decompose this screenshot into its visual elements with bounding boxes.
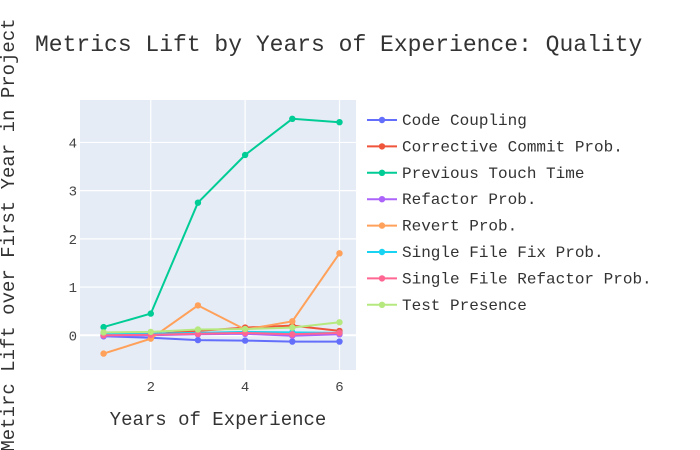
legend-swatch-marker-4	[378, 222, 386, 229]
data-point-0-5	[336, 338, 343, 345]
data-point-7-5	[336, 319, 343, 326]
y-tick-label-3: 3	[69, 185, 77, 201]
x-tick-label-1: 4	[241, 380, 249, 396]
data-point-4-2	[194, 302, 202, 309]
legend-label-7: Test Presence	[402, 297, 527, 315]
x-tick-label-0: 2	[147, 380, 155, 396]
data-point-4-0	[100, 350, 107, 357]
y-tick-label-0: 0	[69, 329, 77, 345]
legend-item-1[interactable]: Corrective Commit Prob.	[367, 138, 623, 156]
legend-label-0: Code Coupling	[402, 112, 527, 130]
data-point-2-4	[289, 115, 296, 123]
data-point-2-2	[194, 199, 202, 206]
legend-item-2[interactable]: Previous Touch Time	[367, 165, 584, 183]
legend-item-4[interactable]: Revert Prob.	[367, 218, 517, 236]
data-point-0-3	[241, 337, 249, 344]
legend-swatch-marker-0	[378, 116, 386, 124]
data-point-2-1	[147, 310, 154, 317]
data-point-2-0	[100, 323, 107, 331]
legend-swatch-marker-1	[378, 143, 386, 150]
data-point-7-0	[100, 329, 107, 336]
data-point-0-2	[194, 336, 202, 344]
legend-item-0[interactable]: Code Coupling	[367, 112, 527, 130]
series-line-4	[103, 252, 341, 355]
series-group	[100, 115, 343, 357]
x-axis-ticks: 2 4 6	[147, 380, 344, 396]
series-line-6	[103, 331, 340, 337]
legend-swatch-marker-5	[378, 248, 386, 256]
y-tick-label-1: 1	[69, 281, 77, 297]
legend-swatch-marker-7	[378, 301, 386, 308]
series-line-7	[103, 321, 340, 334]
x-tick-label-2: 6	[335, 380, 343, 396]
series-line-2	[103, 117, 340, 329]
data-point-4-4	[289, 318, 296, 325]
legend-item-7[interactable]: Test Presence	[367, 297, 527, 315]
data-point-2-3	[241, 151, 249, 159]
legend-label-4: Revert Prob.	[402, 218, 517, 236]
series-line-0	[103, 335, 340, 343]
data-point-0-4	[289, 338, 296, 345]
legend-label-5: Single File Fix Prob.	[402, 244, 604, 262]
chart-title: Metrics Lift by Years of Experience: Qua…	[35, 32, 642, 58]
legend-swatch-marker-2	[378, 169, 386, 176]
series-7	[100, 319, 343, 336]
legend-swatch-marker-3	[378, 196, 386, 203]
legend-item-5[interactable]: Single File Fix Prob.	[367, 244, 604, 262]
y-axis-title: Metirc Lift over First Year in Project	[0, 18, 20, 450]
y-tick-label-4: 4	[69, 136, 77, 152]
data-point-6-4	[289, 331, 296, 338]
legend-label-3: Refactor Prob.	[402, 191, 536, 209]
legend: Code Coupling Corrective Commit Prob. Prev…	[367, 112, 652, 315]
legend-item-6[interactable]: Single File Refactor Prob.	[367, 270, 652, 288]
y-tick-label-2: 2	[69, 233, 77, 249]
legend-label-2: Previous Touch Time	[402, 165, 584, 183]
legend-label-6: Single File Refactor Prob.	[402, 270, 652, 288]
legend-item-3[interactable]: Refactor Prob.	[367, 191, 536, 209]
data-point-4-5	[336, 250, 343, 257]
data-point-7-4	[289, 324, 296, 331]
y-axis-ticks: 0 1 2 3 4	[69, 136, 77, 345]
legend-swatch-marker-6	[378, 275, 386, 282]
data-point-7-3	[241, 325, 249, 333]
data-point-7-2	[194, 326, 202, 333]
data-point-2-5	[336, 118, 343, 126]
x-axis-title: Years of Experience	[110, 409, 327, 431]
series-2	[100, 115, 343, 331]
data-point-7-1	[147, 328, 154, 336]
data-point-6-5	[336, 329, 343, 337]
legend-label-1: Corrective Commit Prob.	[402, 138, 623, 156]
